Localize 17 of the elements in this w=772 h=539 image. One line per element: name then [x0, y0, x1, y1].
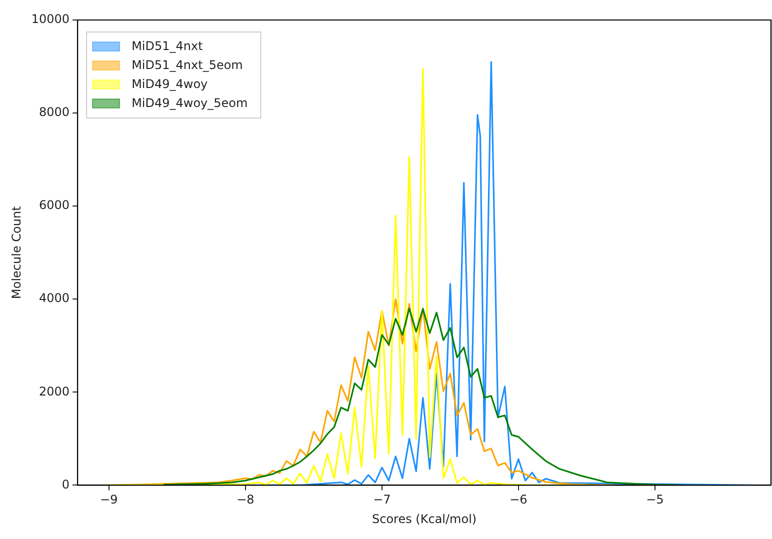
legend-label: MiD49_4woy_5eom — [132, 96, 248, 110]
y-tick-label: 8000 — [39, 105, 70, 120]
y-axis-title: Molecule Count — [9, 206, 24, 299]
legend-label: MiD49_4woy — [132, 77, 208, 92]
y-tick-label: 10000 — [31, 12, 70, 26]
legend-label: MiD51_4nxt — [132, 39, 204, 54]
x-tick-label: −8 — [236, 492, 254, 507]
y-tick-label: 2000 — [39, 384, 70, 398]
x-tick-label: −6 — [510, 492, 528, 507]
legend-label: MiD51_4nxt_5eom — [132, 58, 243, 72]
x-tick-label: −7 — [373, 492, 391, 507]
y-tick-label: 4000 — [39, 291, 70, 306]
x-tick-label: −5 — [646, 492, 664, 507]
x-axis-title: Scores (Kcal/mol) — [372, 512, 477, 526]
y-tick-label: 6000 — [39, 198, 70, 212]
y-tick-label: 0 — [62, 477, 70, 492]
x-tick-label: −9 — [100, 492, 118, 507]
